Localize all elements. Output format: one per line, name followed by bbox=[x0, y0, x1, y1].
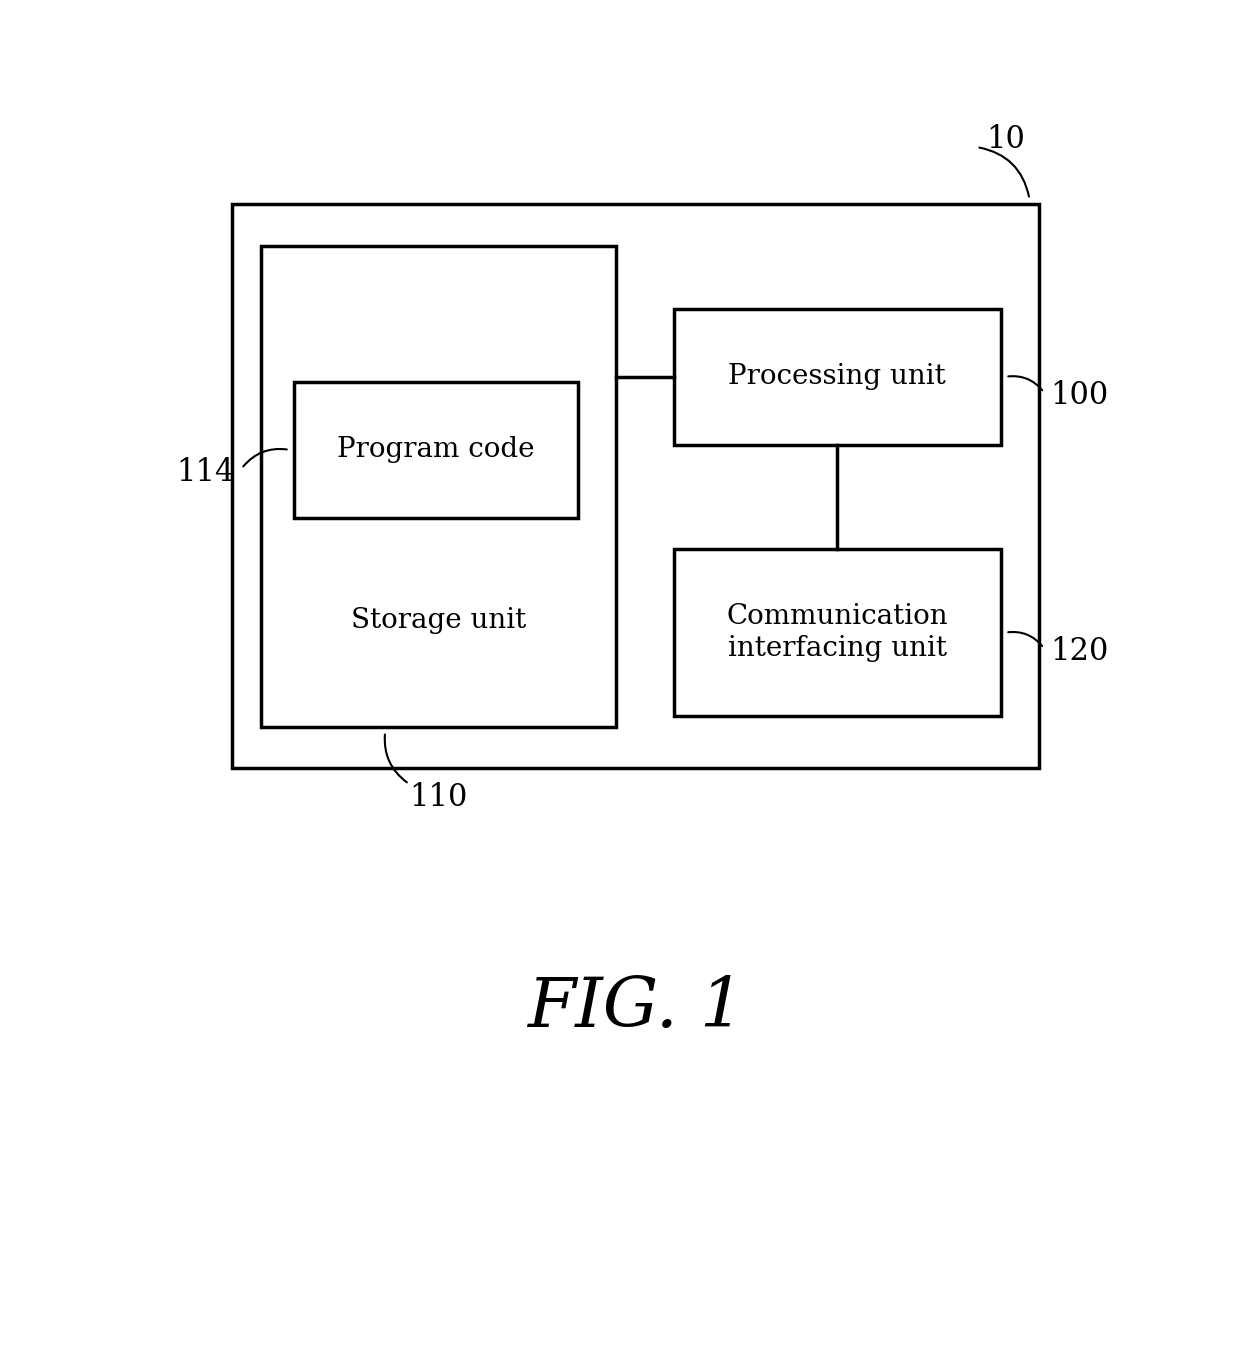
Text: FIG. 1: FIG. 1 bbox=[527, 975, 744, 1041]
Text: Storage unit: Storage unit bbox=[351, 607, 526, 635]
Text: Communication
interfacing unit: Communication interfacing unit bbox=[727, 603, 949, 662]
Text: 120: 120 bbox=[1050, 636, 1109, 667]
Text: 100: 100 bbox=[1050, 380, 1109, 411]
Bar bbox=[675, 309, 1001, 445]
Text: Program code: Program code bbox=[337, 437, 534, 464]
Bar bbox=[294, 382, 578, 518]
Bar bbox=[260, 247, 616, 727]
Bar bbox=[675, 549, 1001, 716]
Text: Processing unit: Processing unit bbox=[728, 363, 946, 391]
Text: 10: 10 bbox=[986, 125, 1025, 155]
Text: 114: 114 bbox=[176, 457, 234, 488]
Text: 110: 110 bbox=[409, 782, 467, 814]
Bar bbox=[232, 205, 1039, 769]
